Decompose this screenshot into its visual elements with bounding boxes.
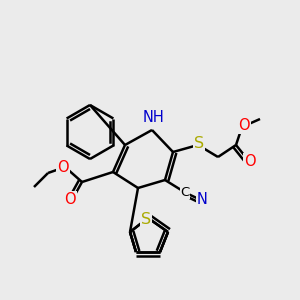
Text: S: S xyxy=(194,136,204,152)
Text: N: N xyxy=(196,191,207,206)
Text: O: O xyxy=(64,191,76,206)
Text: NH: NH xyxy=(143,110,165,125)
Text: O: O xyxy=(57,160,69,175)
Text: O: O xyxy=(244,154,256,169)
Text: S: S xyxy=(141,212,151,226)
Text: C: C xyxy=(180,185,190,199)
Text: O: O xyxy=(238,118,250,134)
